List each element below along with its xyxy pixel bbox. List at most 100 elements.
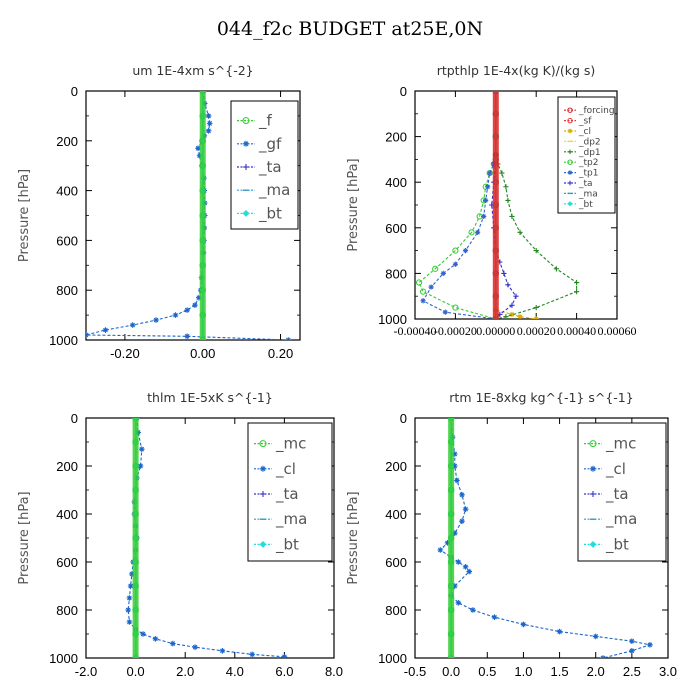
data-point-tp1 [452, 261, 458, 267]
y-tick-label: 1000 [49, 651, 78, 666]
data-point-gf [205, 113, 212, 119]
data-point-cl [629, 638, 635, 644]
data-point-gf [195, 145, 201, 152]
data-point-tp1 [442, 309, 448, 315]
data-point-dp1 [505, 197, 511, 204]
legend-swatch-marker [242, 209, 250, 217]
data-point-cl [192, 644, 198, 650]
legend-swatch-marker [243, 140, 249, 147]
data-point-dp1 [503, 184, 509, 190]
legend-label: _cl [578, 127, 591, 137]
data-point-dp1 [533, 305, 539, 311]
data-point-gf [184, 333, 190, 340]
y-tick-label: 400 [56, 184, 78, 199]
data-point-cl [455, 600, 462, 606]
legend-label: _cl [275, 460, 296, 479]
legend-swatch-marker [567, 180, 573, 186]
page-title: 044_f2c BUDGET at25E,0N [216, 18, 484, 40]
data-point-tp1 [462, 248, 469, 254]
data-point-tp2 [419, 288, 427, 295]
data-point-gf [192, 302, 198, 308]
data-point-cl [137, 463, 144, 469]
legend-label: _bt [578, 200, 593, 210]
legend-label: _dp2 [578, 137, 601, 147]
data-point-cl [517, 314, 523, 319]
legend-swatch-marker [567, 201, 573, 207]
y-tick-label: 800 [56, 603, 78, 618]
legend-swatch-marker [567, 149, 573, 154]
data-point-cl [533, 316, 539, 319]
y-axis-label: Pressure [hPa] [17, 169, 32, 262]
legend: _mc _cl _ta _ma _bt [247, 422, 333, 562]
y-tick-label: 200 [56, 459, 78, 474]
y-tick-label: 0 [71, 411, 78, 426]
legend-swatch-marker [589, 540, 597, 548]
legend-label: _tp2 [578, 158, 598, 168]
data-point-gf [196, 294, 202, 301]
data-point-cl [491, 614, 498, 620]
x-tick-label: 0.00040 [557, 324, 596, 338]
data-point-ta [501, 270, 507, 276]
legend: _f _gf _ta _ma _bt [230, 100, 299, 230]
x-tick-label: -0.20 [110, 346, 140, 361]
legend-label: _ma [605, 510, 637, 529]
legend-label: _forcing [578, 106, 615, 116]
legend-swatch-marker [567, 107, 573, 113]
panel-title: rtm 1E-8xkg kg^{-1} s^{-1} [449, 390, 633, 405]
data-point-ta [505, 282, 511, 288]
legend-swatch-marker [567, 170, 573, 175]
data-point-cl [459, 518, 465, 524]
data-point-tp2 [452, 304, 459, 311]
data-point-cl [126, 619, 133, 625]
legend-label: _ta [275, 485, 299, 504]
legend-label: _ta [578, 179, 593, 189]
legend-swatch-marker [589, 440, 597, 448]
series-line-tp1 [422, 91, 497, 319]
y-tick-label: 600 [385, 555, 407, 570]
x-tick-label: 0.5 [478, 664, 496, 679]
zero-line-band [448, 418, 455, 658]
y-tick-label: 600 [56, 233, 78, 248]
data-point-ta [513, 293, 519, 299]
legend-label: _f [258, 112, 273, 131]
y-tick-label: 400 [385, 507, 407, 522]
x-tick-label: 2.0 [176, 664, 194, 679]
data-point-tp1 [420, 298, 426, 304]
data-point-gf [206, 120, 213, 127]
x-tick-label: 4.0 [226, 664, 244, 679]
data-point-cl [125, 607, 131, 613]
y-tick-label: 800 [56, 283, 78, 298]
data-point-tp2 [432, 265, 439, 272]
y-tick-label: 1000 [378, 312, 407, 327]
x-tick-label: -2.0 [75, 664, 97, 679]
legend-label: _bt [275, 535, 299, 554]
x-tick-label: 1.5 [551, 664, 569, 679]
data-point-tp1 [440, 270, 446, 276]
x-tick-label: 3.0 [659, 664, 677, 679]
x-tick-label: -0.00040 [394, 324, 437, 338]
data-point-tp2 [468, 229, 475, 236]
data-point-cl [459, 492, 465, 498]
data-point-cl [281, 654, 288, 658]
legend-label: _mc [605, 435, 636, 454]
x-tick-label: 0.00000 [476, 324, 515, 338]
data-point-dp1 [509, 213, 515, 219]
legend-swatch-marker [259, 440, 267, 448]
data-point-gf [86, 332, 89, 338]
data-point-cl [140, 631, 146, 637]
legend-frame [230, 100, 299, 230]
data-point-dp1 [553, 266, 559, 272]
data-point-cl [600, 655, 606, 658]
y-tick-label: 600 [56, 555, 78, 570]
legend-label: _ta [605, 485, 629, 504]
y-tick-label: 200 [56, 134, 78, 149]
data-point-dp1 [503, 314, 509, 319]
data-point-cl [170, 640, 176, 647]
legend-label: _ma [578, 189, 598, 199]
data-point-cl [139, 446, 145, 452]
legend-label: _dp1 [578, 148, 601, 158]
y-tick-label: 400 [56, 507, 78, 522]
data-point-ta [509, 302, 515, 308]
data-point-tp2 [415, 279, 423, 286]
legend-swatch-marker [243, 164, 249, 170]
